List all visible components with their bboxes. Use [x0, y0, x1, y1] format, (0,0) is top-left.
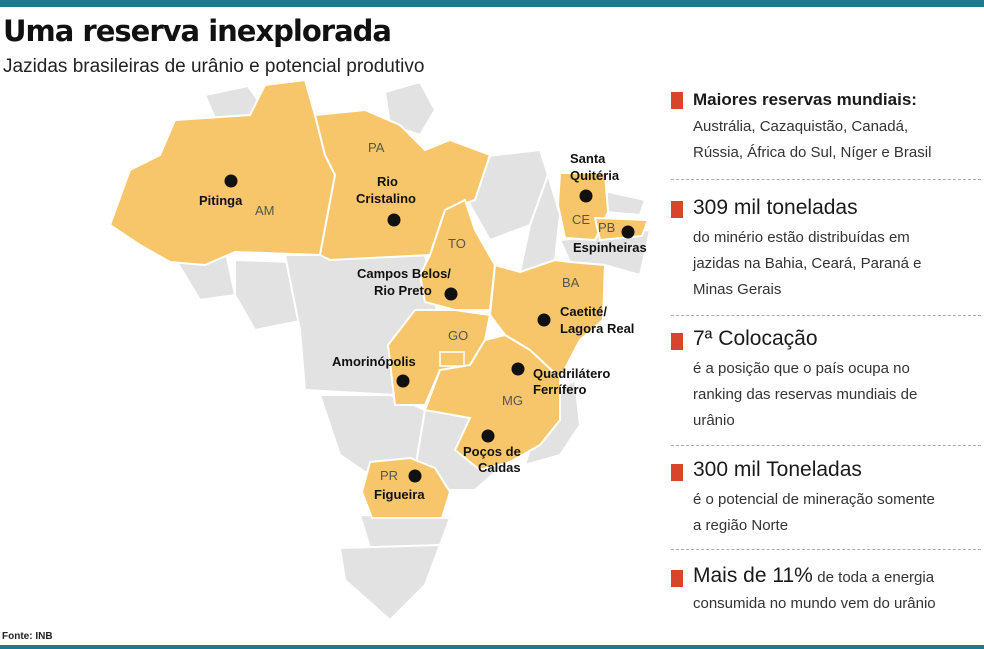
site-label-santa-quiteria-line2: Quitéria [570, 168, 620, 183]
red-square-icon [671, 464, 683, 481]
fact-body-line: é o potencial de mineração somente [693, 491, 935, 508]
dashed-divider [671, 445, 981, 446]
site-label-amorinopolis: Amorinópolis [332, 354, 416, 369]
page-subtitle: Jazidas brasileiras de urânio e potencia… [3, 56, 425, 77]
red-square-icon [671, 333, 683, 350]
fact-body-line: ranking das reservas mundiais de [693, 386, 918, 403]
state-label-to: TO [448, 236, 466, 251]
fact-body-line: do minério estão distribuídas em [693, 229, 910, 246]
source-credit: Fonte: INB [2, 631, 53, 642]
fact-heading: Maiores reservas mundiais: [693, 90, 917, 109]
fact-heading: 7ª Colocação [693, 327, 818, 350]
fact-body-line: a região Norte [693, 517, 789, 534]
red-square-icon [671, 92, 683, 109]
dashed-divider [671, 315, 981, 316]
fact-body-line: jazidas na Bahia, Ceará, Paraná e [693, 255, 922, 272]
site-marker-pocos-de-caldas [481, 429, 495, 443]
fact-body-line: é a posição que o país ocupa no [693, 360, 910, 377]
fact-body-line: urânio [693, 412, 735, 429]
bottom-accent-bar [0, 645, 984, 649]
state-label-pr: PR [380, 468, 398, 483]
fact-body-line: consumida no mundo vem do urânio [693, 595, 936, 612]
top-accent-bar [0, 0, 984, 7]
state-parana [360, 456, 452, 519]
site-label-quadrilatero-line2: Ferrífero [533, 382, 587, 397]
site-label-pocos-line1: Poços de [463, 444, 521, 459]
site-marker-figueira [408, 469, 422, 483]
site-marker-amorinopolis [396, 374, 410, 388]
state-rondonia [234, 258, 307, 332]
site-label-rio-cristalino-line1: Rio [377, 174, 398, 189]
site-label-campos-belos-line2: Rio Preto [374, 283, 432, 298]
site-marker-santa-quiteria [579, 189, 593, 203]
site-label-caetite-line2: Lagora Real [560, 321, 634, 336]
state-paraiba [593, 216, 650, 242]
fact-body-line: Rússia, África do Sul, Níger e Brasil [693, 144, 932, 161]
fact-heading: 309 mil toneladas [693, 196, 858, 219]
state-piaui [518, 171, 562, 274]
site-marker-quadrilatero [511, 362, 525, 376]
site-label-pitinga: Pitinga [199, 193, 243, 208]
site-label-figueira: Figueira [374, 487, 425, 502]
page-title: Uma reserva inexplorada [3, 14, 392, 48]
red-square-icon [671, 201, 683, 218]
red-square-icon [671, 570, 683, 587]
site-label-rio-cristalino-line2: Cristalino [356, 191, 416, 206]
site-label-pocos-line2: Caldas [478, 460, 521, 475]
state-label-ba: BA [562, 275, 580, 290]
state-minas-gerais [423, 333, 561, 472]
fact-body-line: Austrália, Cazaquistão, Canadá, [693, 118, 909, 135]
state-label-pb: PB [598, 220, 615, 235]
state-label-am: AM [255, 203, 275, 218]
site-label-espinheiras: Espinheiras [573, 240, 647, 255]
site-marker-rio-cristalino [387, 213, 401, 227]
state-label-mg: MG [502, 393, 523, 408]
site-label-campos-belos-line1: Campos Belos/ [357, 266, 451, 281]
state-label-ce: CE [572, 212, 590, 227]
state-label-pa: PA [368, 140, 385, 155]
site-label-caetite-line1: Caetité/ [560, 304, 607, 319]
distrito-federal [439, 351, 465, 367]
state-tocantins [418, 198, 497, 311]
site-marker-campos-belos [444, 287, 458, 301]
site-label-quadrilatero-line1: Quadrilátero [533, 366, 610, 381]
dashed-divider [671, 179, 981, 180]
state-rs [338, 543, 442, 622]
fact-heading-tail: de toda a energia [817, 569, 935, 586]
state-sc [358, 513, 452, 550]
site-label-santa-quiteria-line1: Santa [570, 151, 606, 166]
fact-heading: Mais de 11% de toda a energia [693, 564, 934, 588]
site-marker-caetite [537, 313, 551, 327]
fact-heading-strong: Mais de 11% [693, 564, 813, 587]
fact-heading: 300 mil Toneladas [693, 458, 862, 481]
dashed-divider [671, 549, 981, 550]
site-marker-pitinga [224, 174, 238, 188]
state-label-go: GO [448, 328, 468, 343]
fact-body-line: Minas Gerais [693, 281, 782, 298]
brazil-map: AM PA TO CE PB BA GO MG PR Pitinga Rio C… [108, 78, 652, 622]
site-marker-espinheiras [621, 225, 635, 239]
